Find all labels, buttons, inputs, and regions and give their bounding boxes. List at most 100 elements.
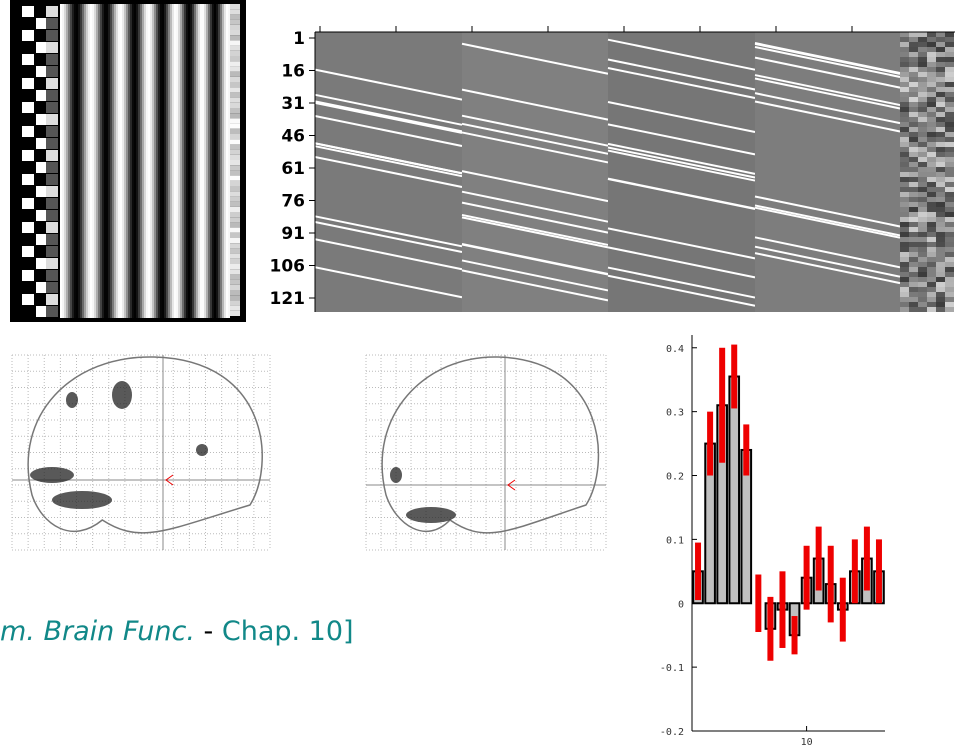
pattern — [900, 107, 909, 112]
pattern — [230, 232, 240, 238]
caption-rest: Chap. 10] — [222, 616, 354, 647]
pattern — [909, 212, 918, 217]
pattern — [46, 42, 58, 53]
y-tick-label: 0 — [678, 599, 684, 610]
pattern — [102, 4, 104, 318]
pattern — [152, 4, 154, 318]
row-label: 76 — [281, 192, 305, 212]
pattern — [918, 177, 927, 182]
pattern — [900, 172, 909, 177]
pattern — [230, 92, 240, 98]
pattern — [206, 4, 208, 318]
regressor-line — [754, 236, 901, 269]
regressor-line — [461, 114, 609, 147]
pattern — [936, 52, 945, 57]
pattern — [945, 287, 954, 292]
pattern — [104, 4, 106, 318]
pattern — [945, 247, 954, 252]
pattern — [927, 72, 936, 77]
regressor-line — [607, 274, 756, 307]
pattern — [92, 4, 94, 318]
pattern — [927, 212, 936, 217]
pattern — [909, 117, 918, 122]
pattern — [927, 307, 936, 312]
pattern — [936, 97, 945, 102]
pattern — [918, 32, 927, 37]
pattern — [230, 222, 240, 228]
pattern — [909, 227, 918, 232]
pattern — [918, 107, 927, 112]
pattern — [900, 132, 909, 137]
pattern — [945, 77, 954, 82]
pattern — [176, 4, 178, 318]
error-bar — [707, 411, 714, 476]
pattern — [918, 102, 927, 107]
pattern — [900, 197, 909, 202]
pattern — [909, 127, 918, 132]
pattern — [166, 4, 168, 318]
pattern — [78, 4, 80, 318]
pattern — [210, 4, 212, 318]
pattern — [945, 147, 954, 152]
pattern — [22, 294, 34, 305]
regressor-line — [607, 227, 756, 260]
pattern — [46, 198, 58, 209]
pattern — [46, 282, 58, 293]
error-bar — [719, 347, 726, 463]
pattern — [918, 72, 927, 77]
pattern — [46, 234, 58, 245]
pattern — [936, 247, 945, 252]
pattern — [945, 137, 954, 142]
pattern — [945, 92, 954, 97]
regressor-line — [754, 100, 901, 133]
pattern — [909, 42, 918, 47]
pattern — [900, 97, 909, 102]
pattern — [230, 269, 240, 275]
pattern — [927, 57, 936, 62]
pattern — [945, 52, 954, 57]
pattern — [909, 242, 918, 247]
pattern — [945, 292, 954, 297]
error-bar — [791, 616, 798, 655]
caption-dash: - — [204, 616, 214, 647]
pattern — [900, 127, 909, 132]
pattern — [98, 4, 100, 318]
pattern — [900, 227, 909, 232]
pattern — [230, 66, 240, 72]
pattern — [230, 4, 240, 10]
pattern — [945, 302, 954, 307]
pattern — [945, 202, 954, 207]
pattern — [918, 82, 927, 87]
regressor-line — [461, 213, 609, 246]
row-label: 121 — [270, 289, 306, 309]
pattern — [180, 4, 182, 318]
error-bar — [731, 344, 738, 409]
pattern — [909, 207, 918, 212]
regressor-line — [607, 67, 756, 100]
pattern — [909, 97, 918, 102]
pattern — [46, 306, 58, 317]
error-bar — [815, 526, 822, 591]
pattern — [927, 292, 936, 297]
pattern — [46, 138, 58, 149]
caption-italic: m. Brain Func. — [0, 616, 195, 647]
pattern — [918, 92, 927, 97]
y-tick-label: 0.4 — [666, 344, 684, 355]
regressor-line — [607, 58, 756, 91]
pattern — [230, 134, 240, 140]
error-bar — [755, 574, 762, 632]
pattern — [22, 54, 34, 65]
pattern — [945, 192, 954, 197]
pattern — [918, 287, 927, 292]
pattern — [936, 107, 945, 112]
pattern — [909, 47, 918, 52]
pattern — [36, 42, 48, 53]
pattern — [36, 90, 48, 101]
regressor-line — [754, 92, 901, 125]
pattern — [945, 72, 954, 77]
pattern — [88, 4, 90, 318]
pattern — [140, 4, 142, 318]
pattern — [927, 197, 936, 202]
pattern — [230, 71, 240, 77]
pattern — [230, 149, 240, 155]
